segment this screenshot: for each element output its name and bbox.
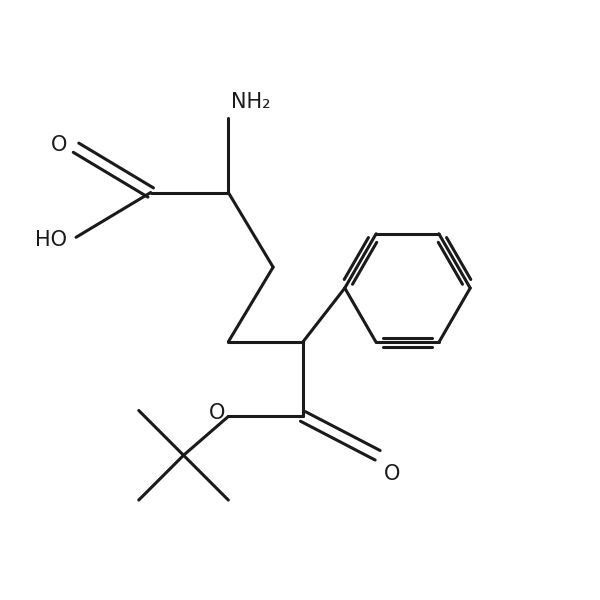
Text: O: O	[209, 403, 226, 424]
Text: O: O	[51, 135, 67, 155]
Text: HO: HO	[35, 230, 67, 250]
Text: O: O	[383, 464, 400, 484]
Text: NH₂: NH₂	[232, 92, 271, 112]
